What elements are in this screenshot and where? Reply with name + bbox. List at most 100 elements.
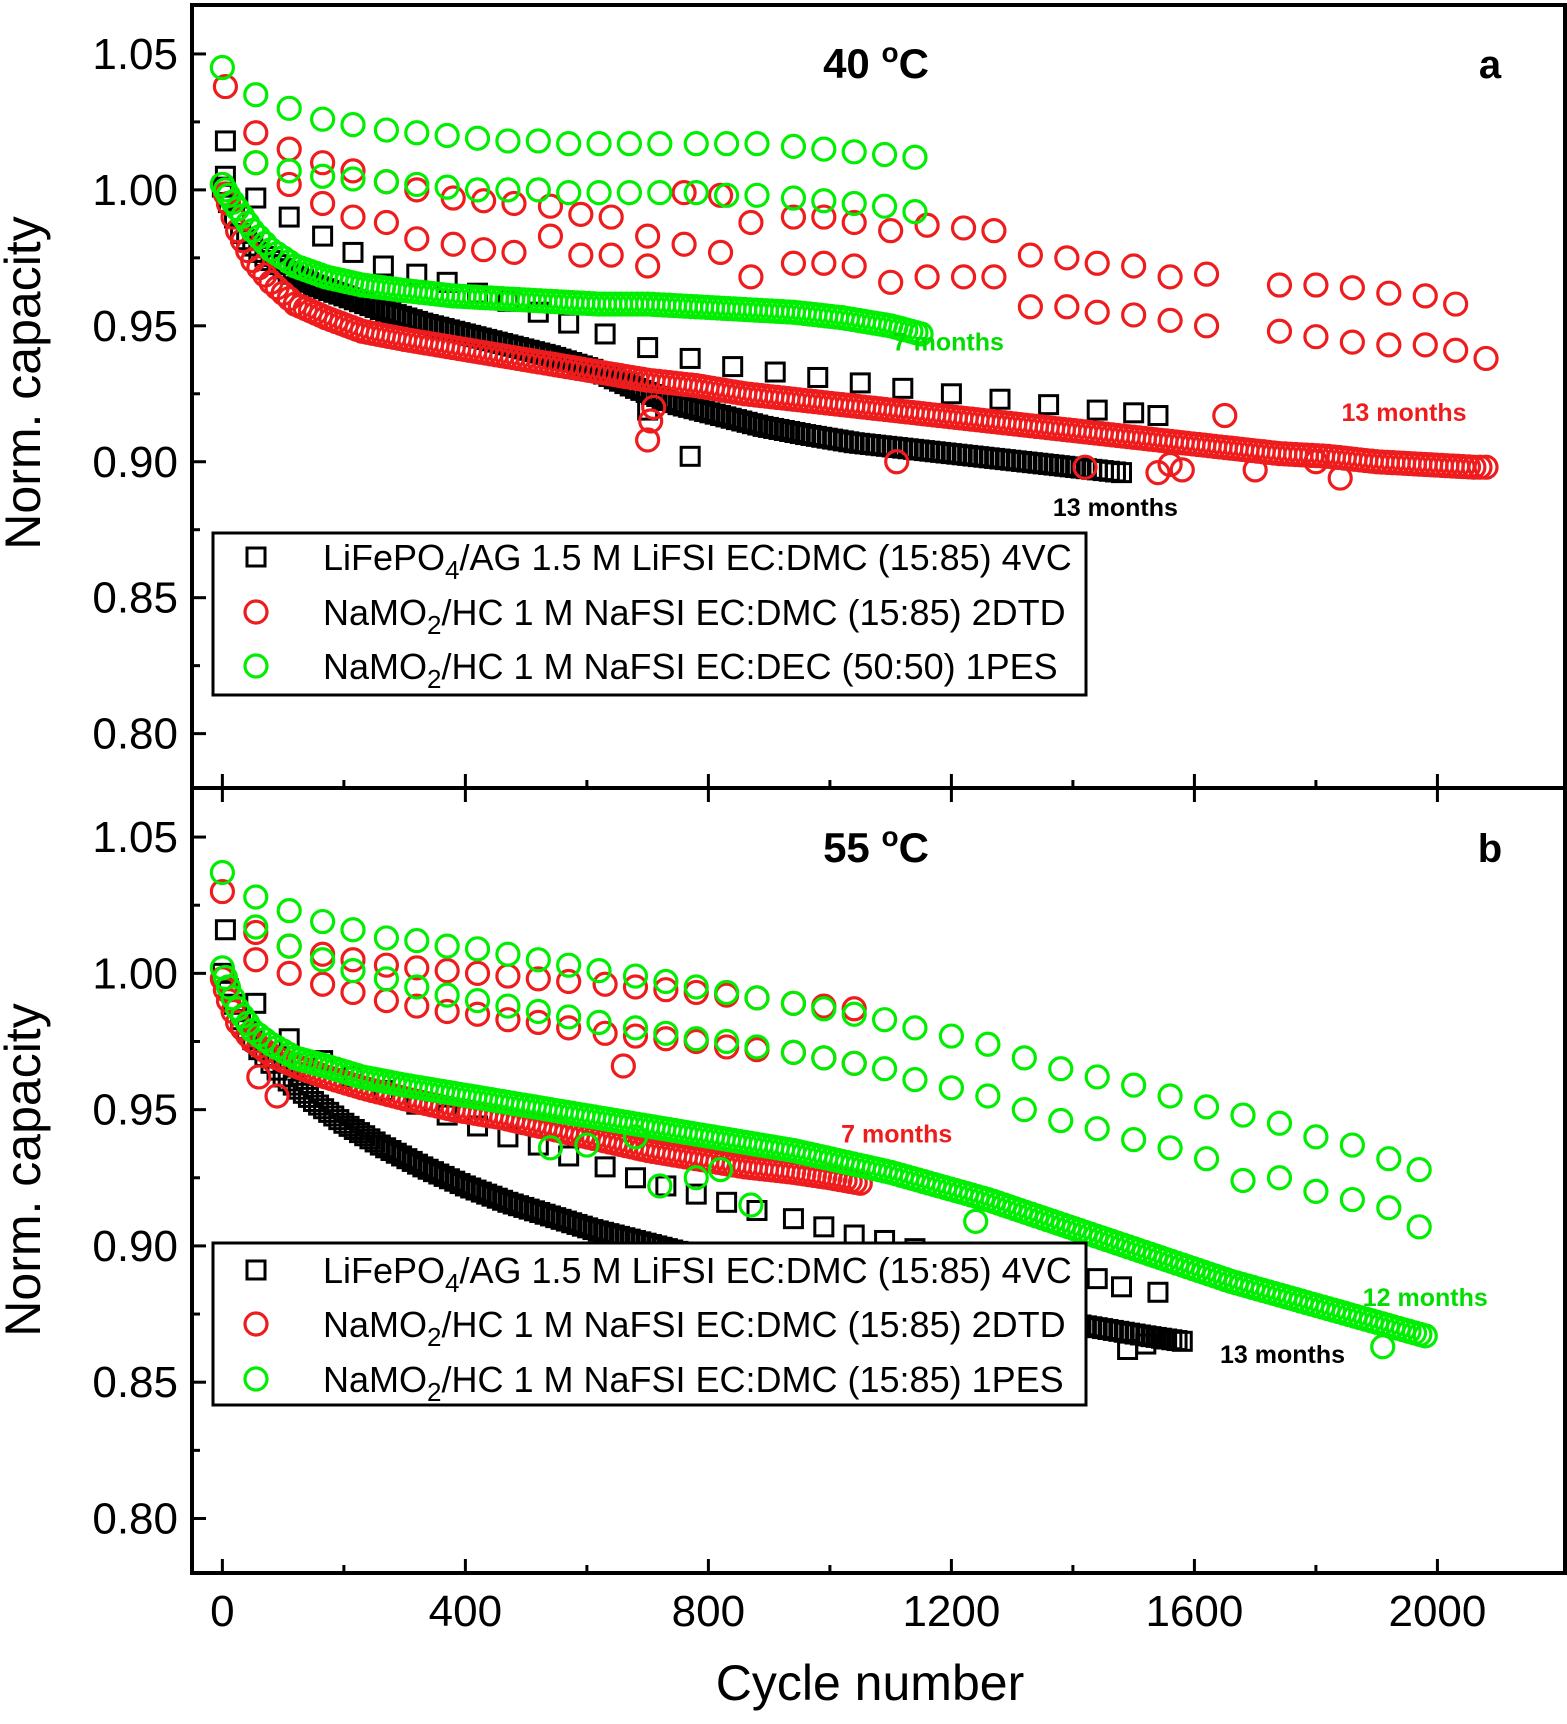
data-point [1303, 324, 1329, 350]
data-point [940, 383, 962, 405]
data-point [434, 174, 460, 200]
data-point [373, 209, 400, 236]
data-point [373, 169, 400, 195]
panel-b-legend: LiFePO4/AG 1.5 M LiFSI EC:DMC (15:85) 4V… [211, 1241, 1088, 1407]
data-point [1147, 1281, 1169, 1303]
data-point [950, 264, 977, 290]
data-point [647, 1173, 673, 1199]
data-point [714, 979, 740, 1006]
data-point [624, 1167, 646, 1189]
data-point [340, 947, 366, 973]
data-point [622, 1124, 649, 1150]
data-point [417, 1158, 439, 1180]
data-point [481, 1185, 503, 1207]
data-point [616, 131, 643, 157]
y-tick-label: 1.00 [92, 949, 178, 998]
data-point [373, 925, 400, 951]
data-point [501, 239, 527, 266]
data-point [780, 204, 807, 230]
data-point [1266, 318, 1293, 344]
legend-label: NaMO2/HC 1 M NaFSI EC:DEC (50:50) 1PES [323, 646, 1058, 694]
annotation-label: 13 months [1220, 1341, 1345, 1369]
annotation-label: 12 months [1363, 1284, 1488, 1312]
data-point [454, 1175, 476, 1197]
data-point [610, 1053, 636, 1079]
data-point [574, 1132, 600, 1158]
data-point [243, 884, 269, 910]
data-point [342, 241, 364, 263]
data-point [539, 1205, 561, 1227]
data-point [1048, 1107, 1074, 1134]
data-point [716, 1191, 738, 1213]
data-point [707, 239, 734, 266]
data-point [981, 218, 1007, 244]
data-point [744, 1034, 770, 1060]
data-point [622, 963, 649, 989]
data-point [246, 1064, 272, 1090]
data-point [1412, 332, 1438, 358]
data-point [811, 1045, 837, 1071]
data-point [938, 1023, 965, 1049]
data-point [1193, 1146, 1220, 1172]
data-point [902, 1067, 928, 1093]
data-point [592, 971, 618, 997]
data-point [243, 82, 269, 108]
data-point [598, 204, 624, 230]
data-point [963, 1208, 989, 1234]
data-point [278, 206, 300, 228]
data-point [902, 144, 928, 170]
data-point [534, 1203, 556, 1225]
data-point [1086, 1268, 1108, 1290]
data-point [209, 878, 235, 905]
data-point [1084, 299, 1110, 325]
data-point [340, 112, 366, 138]
data-point [1048, 1056, 1074, 1082]
y-tick-label: 0.80 [92, 1494, 178, 1543]
data-point [495, 993, 521, 1019]
data-point [372, 255, 394, 277]
legend-marker [245, 1259, 267, 1281]
data-point [586, 1009, 612, 1036]
data-point [780, 1039, 807, 1065]
data-point [841, 1001, 867, 1027]
data-point [938, 1075, 965, 1101]
data-point [635, 223, 661, 249]
data-point [586, 958, 612, 984]
panel-a: 0.80 0.85 0.90 0.95 1.00 1.05 40 oC a 7 month… [0, 3, 1567, 802]
data-point [214, 919, 236, 941]
legend-marker [243, 653, 269, 679]
data-point [460, 1177, 482, 1199]
data-point [871, 1007, 898, 1033]
data-point [1038, 394, 1060, 416]
data-point [391, 305, 413, 327]
data-point [525, 998, 551, 1025]
data-point [264, 1083, 290, 1109]
y-tick-label: 0.85 [92, 574, 178, 623]
y-tick-label: 0.90 [92, 1222, 178, 1271]
data-point [492, 1189, 514, 1211]
data-point [276, 960, 302, 986]
panel-b-x-axis: 0 400 800 1200 1600 2000 [210, 1559, 1486, 1636]
data-point [373, 966, 400, 992]
data-point [310, 908, 336, 935]
data-point [486, 1187, 508, 1209]
data-point [396, 307, 418, 329]
data-point [209, 54, 235, 81]
y-tick-label: 0.80 [92, 710, 178, 759]
data-point [1443, 291, 1469, 317]
data-point [373, 952, 400, 978]
y-tick-label: 1.00 [92, 166, 178, 215]
panel-b-annotations: 7 months 12 months 13 months [841, 1120, 1488, 1369]
data-point [471, 237, 497, 263]
data-point [594, 323, 616, 345]
data-point [310, 971, 336, 997]
data-point [683, 974, 709, 1000]
data-point [568, 201, 594, 227]
panel-a-letter: a [1479, 43, 1502, 87]
data-point [653, 977, 679, 1003]
data-point [975, 1031, 1001, 1057]
data-point [1376, 332, 1402, 358]
data-point [404, 928, 430, 954]
data-point [508, 1195, 530, 1217]
data-point [243, 947, 269, 973]
